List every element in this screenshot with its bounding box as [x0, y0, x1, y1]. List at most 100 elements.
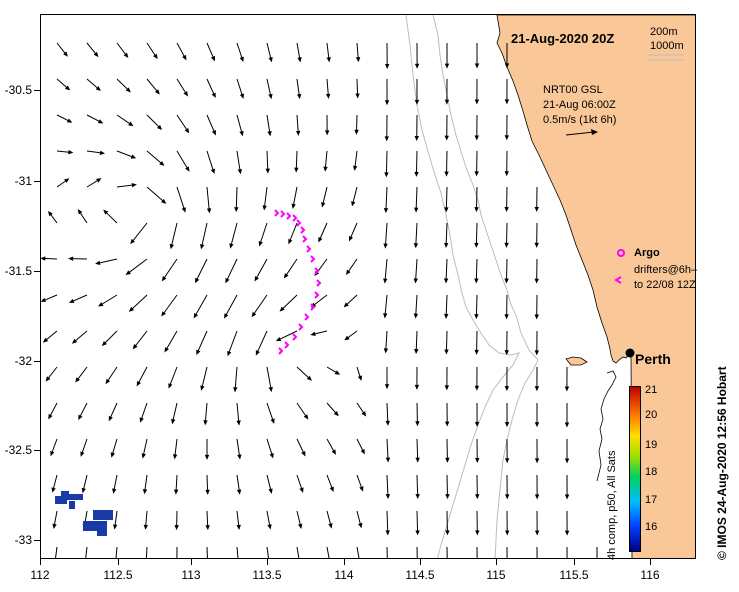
- lon-tick-label: 114.5: [405, 568, 435, 582]
- sst-colorbar: [629, 386, 641, 552]
- velocity-arrow: [116, 150, 134, 158]
- velocity-arrowhead: [41, 256, 46, 261]
- velocity-arrow: [289, 222, 298, 242]
- velocity-arrowhead: [173, 489, 179, 495]
- velocity-arrowhead: [78, 414, 83, 421]
- info-time: 21-Aug 06:00Z: [543, 99, 616, 111]
- velocity-arrow: [292, 186, 298, 207]
- velocity-arrowhead: [413, 313, 419, 319]
- velocity-arrow: [236, 42, 243, 60]
- velocity-arrow: [296, 474, 303, 491]
- velocity-arrowhead: [288, 238, 293, 245]
- velocity-arrowhead: [101, 341, 107, 347]
- velocity-arrowhead: [297, 57, 302, 63]
- velocity-arrowhead: [504, 171, 509, 177]
- colorbar-tick: 20: [645, 409, 658, 421]
- velocity-arrowhead: [130, 154, 137, 159]
- velocity-arrowhead: [123, 52, 129, 58]
- velocity-arrow: [415, 258, 418, 281]
- velocity-arrow: [228, 330, 238, 354]
- velocity-arrow: [206, 546, 208, 558]
- lon-tick-label: 113.5: [252, 568, 282, 582]
- velocity-arrowhead: [132, 344, 138, 350]
- argo-legend-label: Argo: [634, 247, 660, 259]
- velocity-arrowhead: [383, 348, 389, 354]
- velocity-arrowhead: [153, 53, 158, 60]
- drifter-point: [300, 226, 306, 234]
- velocity-arrowhead: [267, 131, 272, 137]
- velocity-arrow: [266, 78, 272, 97]
- velocity-arrowhead: [227, 350, 232, 357]
- velocity-arrow: [296, 78, 300, 97]
- velocity-arrowhead: [383, 243, 388, 249]
- velocity-arrowhead: [296, 93, 302, 100]
- velocity-arrow: [296, 510, 302, 527]
- velocity-arrow: [116, 78, 130, 91]
- velocity-arrow: [416, 474, 419, 497]
- velocity-arrow: [296, 114, 299, 133]
- velocity-arrowhead: [63, 51, 68, 57]
- velocity-arrowhead: [474, 207, 479, 213]
- velocity-arrow: [106, 366, 118, 383]
- info-scale: 0.5m/s (1kt 6h): [543, 114, 617, 126]
- velocity-arrowhead: [105, 378, 111, 385]
- velocity-arrowhead: [96, 178, 102, 183]
- velocity-arrowhead: [75, 377, 80, 383]
- velocity-arrowhead: [474, 171, 479, 177]
- velocity-arrow: [116, 42, 127, 56]
- velocity-arrowhead: [251, 311, 257, 318]
- velocity-arrowhead: [475, 457, 480, 464]
- velocity-arrowhead: [98, 302, 104, 307]
- velocity-arrow: [163, 258, 178, 280]
- velocity-arrow: [146, 186, 165, 203]
- velocity-arrowhead: [414, 171, 419, 177]
- perth-marker: [625, 348, 635, 358]
- velocity-arrowhead: [504, 278, 509, 284]
- velocity-arrow: [295, 150, 298, 170]
- velocity-arrow: [97, 258, 118, 264]
- velocity-arrow: [86, 150, 103, 154]
- velocity-arrow: [356, 402, 365, 415]
- velocity-arrowhead: [414, 384, 420, 390]
- velocity-arrow: [385, 330, 388, 351]
- velocity-arrowhead: [130, 238, 136, 245]
- velocity-arrow: [236, 510, 240, 528]
- map-plot[interactable]: [40, 14, 696, 559]
- lat-tick-label: -32: [14, 354, 32, 368]
- velocity-arrowhead: [236, 524, 241, 530]
- velocity-arrow: [140, 402, 148, 421]
- drifter-point: [298, 323, 304, 331]
- velocity-arrow: [386, 474, 389, 497]
- drifter-point: [284, 341, 290, 349]
- velocity-arrow: [225, 294, 238, 317]
- velocity-arrow: [326, 402, 338, 415]
- velocity-arrowhead: [329, 486, 334, 493]
- velocity-arrowhead: [534, 386, 540, 392]
- velocity-arrow: [385, 150, 388, 175]
- velocity-arrowhead: [172, 454, 178, 460]
- velocity-arrowhead: [360, 448, 365, 455]
- velocity-arrowhead: [385, 457, 391, 463]
- velocity-arrowhead: [99, 150, 106, 155]
- velocity-arrow: [296, 438, 305, 454]
- velocity-arrowhead: [52, 523, 57, 529]
- velocity-arrow: [236, 438, 241, 457]
- velocity-arrow: [259, 222, 268, 244]
- velocity-arrowhead: [385, 494, 391, 500]
- velocity-arrowhead: [229, 243, 234, 249]
- velocity-arrowhead: [306, 375, 312, 381]
- velocity-arrowhead: [414, 348, 419, 355]
- velocity-arrow: [176, 150, 189, 170]
- velocity-arrow: [475, 294, 478, 317]
- velocity-arrowhead: [534, 350, 540, 356]
- velocity-arrow: [278, 330, 298, 341]
- velocity-arrowhead: [474, 278, 479, 284]
- velocity-arrowhead: [414, 135, 419, 141]
- velocity-arrowhead: [384, 384, 390, 390]
- velocity-arrowhead: [255, 350, 260, 356]
- velocity-arrowhead: [534, 206, 539, 212]
- colorbar-tick: 19: [645, 439, 658, 451]
- velocity-arrowhead: [196, 349, 201, 356]
- velocity-arrowhead: [183, 91, 188, 97]
- island: [565, 356, 588, 366]
